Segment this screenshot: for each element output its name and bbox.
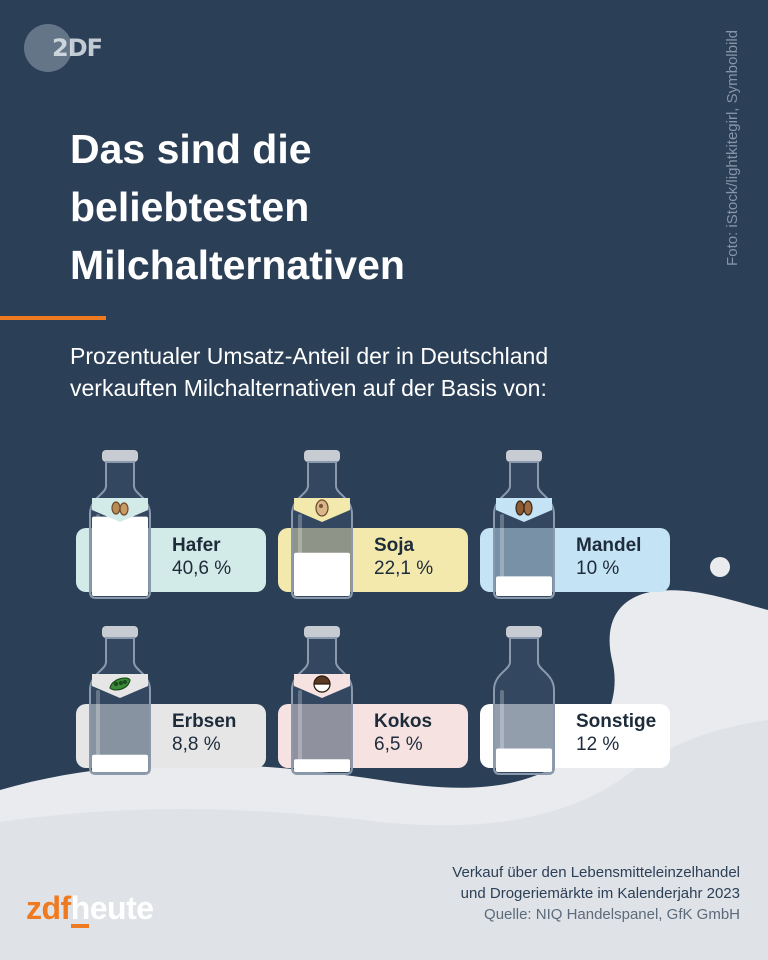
footer-line-1: Verkauf über den Lebensmitteleinzelhande… <box>452 864 740 881</box>
accent-rule <box>0 316 106 320</box>
milk-bottle-bar <box>493 450 555 599</box>
value-label: 6,5 % <box>374 734 423 755</box>
subtitle: Prozentualer Umsatz-Anteil der in Deutsc… <box>70 340 730 404</box>
bottle-fill <box>92 754 148 772</box>
milk-bottle-bar <box>89 450 151 599</box>
oat-icon <box>111 501 129 516</box>
zdfheute-logo: zdfheute <box>26 890 154 934</box>
milk-splash-shadow <box>0 720 768 960</box>
almond-icon <box>515 500 533 516</box>
footer-line-2: und Drogeriemärkte im Kalenderjahr 2023 <box>460 885 740 902</box>
bottle-cap <box>304 626 340 638</box>
bottle-shine <box>500 514 504 584</box>
footer-source: Quelle: NIQ Handelspanel, GfK GmbH <box>484 906 740 923</box>
page-title: Das sind die beliebtesten Milchalternati… <box>70 120 630 294</box>
bottle-shine <box>298 690 302 760</box>
bottle-cap <box>506 626 542 638</box>
bottle-cap <box>102 626 138 638</box>
milk-bottle-bar <box>291 450 353 599</box>
category-label: Erbsen <box>172 711 237 732</box>
bottle-cap <box>102 450 138 462</box>
coconut-icon <box>313 675 331 693</box>
value-label: 40,6 % <box>172 558 232 579</box>
bottle-card-sonstige: Sonstige 12 % <box>480 624 680 784</box>
category-label: Mandel <box>576 535 642 556</box>
subtitle-line-2: verkauften Milchalternativen auf der Bas… <box>70 375 547 401</box>
zdf-logo: 2DF <box>24 24 103 72</box>
footer-note: Verkauf über den Lebensmitteleinzelhande… <box>330 862 740 925</box>
bottle-card-mandel: Mandel 10 % <box>480 448 680 608</box>
bottle-card-erbsen: Erbsen 8,8 % <box>76 624 276 784</box>
photo-credit: Foto: iStock/lightkitegirl, Symbolbild <box>724 30 741 266</box>
value-label: 22,1 % <box>374 558 434 579</box>
milk-bottle-bar <box>291 626 353 775</box>
category-label: Soja <box>374 535 415 556</box>
bottle-fill <box>92 516 148 596</box>
bottle-cap <box>506 450 542 462</box>
milk-bottle-bar <box>493 626 555 775</box>
logo-circle <box>24 24 72 72</box>
category-label: Hafer <box>172 535 221 556</box>
logo-text: 2DF <box>52 34 103 62</box>
brand-part-1: zdf <box>26 890 71 926</box>
bottle-card-soja: Soja 22,1 % <box>278 448 478 608</box>
bottle-shine <box>298 514 302 584</box>
milk-droplet <box>710 557 730 577</box>
value-label: 8,8 % <box>172 734 221 755</box>
title-line-1: Das sind die <box>70 126 312 172</box>
bottle-shine <box>500 690 504 760</box>
title-line-3: Milchalternativen <box>70 242 405 288</box>
category-label: Sonstige <box>576 711 657 732</box>
milk-splash <box>0 557 768 960</box>
milk-bottle-bar <box>89 626 151 775</box>
value-label: 12 % <box>576 734 620 755</box>
soybean-icon <box>315 499 329 517</box>
bottle-fill <box>496 748 552 772</box>
category-label: Kokos <box>374 711 433 732</box>
bottle-card-kokos: Kokos 6,5 % <box>278 624 478 784</box>
subtitle-line-1: Prozentualer Umsatz-Anteil der in Deutsc… <box>70 343 549 369</box>
bottle-cap <box>304 450 340 462</box>
bottle-glass <box>493 637 555 775</box>
brand-part-2: heute <box>70 890 154 926</box>
value-label: 10 % <box>576 558 620 579</box>
bottle-fill <box>294 552 350 596</box>
bottle-fill <box>294 759 350 772</box>
bottle-card-hafer: Hafer 40,6 % <box>76 448 276 608</box>
title-line-2: beliebtesten <box>70 184 310 230</box>
bottle-shine <box>96 690 100 760</box>
pea-icon <box>109 677 131 691</box>
bottle-fill <box>496 576 552 596</box>
bottle-shine <box>96 514 100 584</box>
